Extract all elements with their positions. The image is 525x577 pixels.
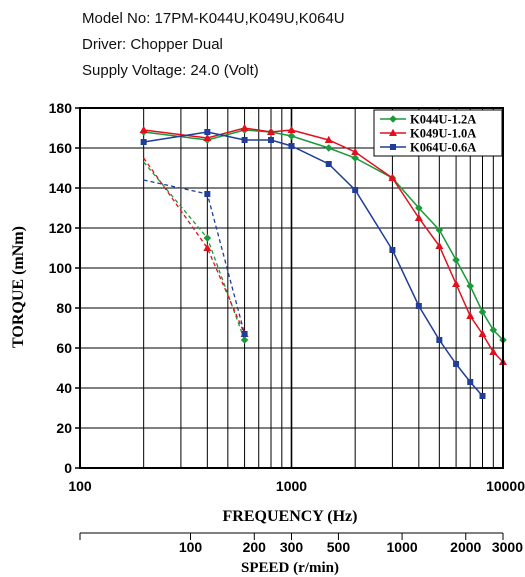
data-point [267,127,276,135]
series-K044U-1.2A [139,126,507,344]
speed-tick-label: 2000 [450,539,481,555]
data-point [389,128,397,136]
y-tick-label: 180 [49,100,73,116]
data-point [203,234,212,242]
data-point [351,147,360,155]
data-point [241,137,248,143]
data-point [466,311,475,319]
legend-label: K049U-1.0A [410,127,476,141]
data-point [268,137,275,143]
data-point [478,329,487,337]
data-point [324,135,333,143]
data-point [489,347,498,355]
pull-out-line [143,131,484,397]
data-point [203,133,212,141]
y-tick-label: 120 [49,220,73,236]
data-point [139,125,148,133]
data-point [436,337,443,343]
data-point [478,308,487,316]
y-axis-label: TORQUE (mNm) [10,226,27,348]
legend-label: K064U-0.6A [410,141,476,155]
data-point [390,144,396,150]
pull-in-line [143,157,246,335]
y-tick-label: 0 [64,460,72,476]
x-axis-label: FREQUENCY (Hz) [223,508,358,525]
legend-entry: K064U-0.6A [380,141,476,155]
data-point [241,331,248,337]
speed-tick-label: 300 [280,539,304,555]
y-tick-label: 20 [56,420,72,436]
y-tick-label: 100 [49,260,73,276]
speed-axis: 100 200 300 500 1000 2000 3000 [79,532,523,555]
driver-type: Driver: Chopper Dual [82,36,223,53]
data-point [435,226,444,234]
legend-entry: K044U-1.2A [380,113,476,127]
data-point [452,256,460,264]
legend-label: K044U-1.2A [410,113,476,127]
y-tick-label: 140 [49,180,73,196]
speed-tick-label: 200 [243,539,267,555]
y-tick-labels: 0 20 40 60 80 100 120 140 160 180 [49,100,80,476]
speed-axis-label: SPEED (r/min) [241,560,339,576]
data-point [452,279,461,287]
y-tick-label: 80 [56,300,72,316]
x-tick-labels: 100 1000 10000 [68,478,525,494]
series-K049U-1.0A [139,123,507,365]
model-number: Model No: 17PM-K044U,K049U,K064U [82,10,345,27]
plot-frame [79,107,504,469]
supply-voltage: Supply Voltage: 24.0 (Volt) [82,62,259,79]
data-point [287,125,296,133]
data-point [324,144,333,152]
data-point [325,161,332,167]
data-point [466,282,475,290]
speed-tick-label: 3000 [492,539,523,555]
y-tick-label: 60 [56,340,72,356]
data-point [453,361,460,367]
pull-in-line [143,179,246,335]
data-point [414,213,423,221]
data-point [240,336,249,344]
speed-tick-label: 1000 [387,539,418,555]
data-point [240,123,249,131]
speed-tick-label: 100 [179,539,203,555]
data-point [388,173,397,181]
data-point [435,241,444,249]
series-K064U-0.6A [140,129,486,399]
x-tick-label: 10000 [486,478,525,494]
data-point [204,129,211,135]
data-point [489,326,498,334]
pull-in-line [143,161,246,341]
data-point [288,143,295,149]
y-tick-label: 40 [56,380,72,396]
data-point [351,154,359,162]
speed-tick-label: 500 [327,539,351,555]
legend-entry: K049U-1.0A [380,127,476,141]
chart-grid [80,108,503,468]
data-point [389,115,397,123]
data-point [204,191,211,197]
x-tick-label: 100 [68,478,92,494]
data-point [287,132,296,140]
data-point [415,303,422,309]
data-point [415,204,423,212]
chart-curves [139,123,507,399]
data-point [389,247,396,253]
data-point [140,139,147,145]
x-tick-label: 1000 [276,478,307,494]
data-point [467,379,474,385]
data-point [479,393,486,399]
data-point [203,243,212,251]
y-tick-label: 160 [49,140,73,156]
data-point [352,187,359,193]
pull-out-line [143,127,504,363]
